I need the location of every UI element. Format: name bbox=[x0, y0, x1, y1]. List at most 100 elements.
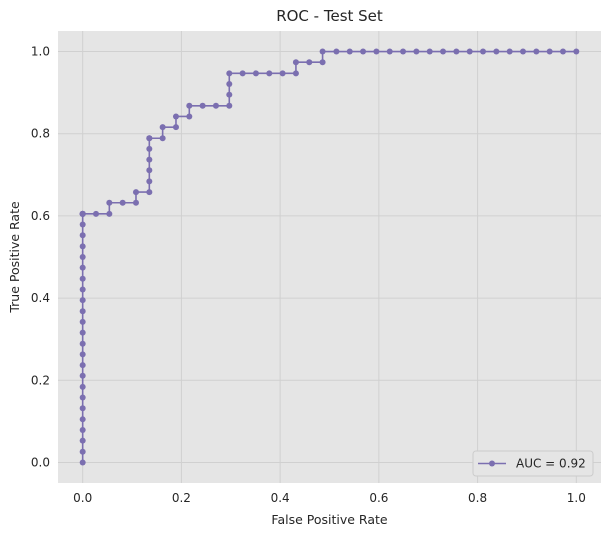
legend: AUC = 0.92 bbox=[472, 450, 594, 477]
roc-point bbox=[79, 243, 86, 250]
roc-point bbox=[146, 167, 153, 174]
roc-point bbox=[453, 48, 460, 55]
roc-point bbox=[79, 416, 86, 423]
y-tick-label: 0.2 bbox=[31, 373, 50, 387]
roc-point bbox=[106, 199, 113, 206]
roc-point bbox=[146, 145, 153, 152]
roc-point bbox=[226, 70, 233, 77]
y-tick-label: 0.6 bbox=[31, 209, 50, 223]
roc-point bbox=[79, 297, 86, 304]
roc-point bbox=[79, 394, 86, 401]
roc-point bbox=[373, 48, 380, 55]
roc-point bbox=[199, 102, 206, 109]
roc-point bbox=[79, 275, 86, 282]
roc-point bbox=[79, 286, 86, 293]
y-tick-labels: 0.0 0.2 0.4 0.6 0.8 1.0 bbox=[31, 45, 50, 470]
roc-point bbox=[132, 199, 139, 206]
x-tick-label: 1.0 bbox=[567, 491, 586, 505]
roc-point bbox=[79, 437, 86, 444]
roc-point bbox=[239, 70, 246, 77]
chart-title: ROC - Test Set bbox=[276, 7, 383, 25]
roc-point bbox=[226, 91, 233, 98]
x-tick-labels: 0.0 0.2 0.4 0.6 0.8 1.0 bbox=[73, 491, 586, 505]
roc-point bbox=[79, 264, 86, 271]
roc-point bbox=[119, 199, 126, 206]
roc-point bbox=[132, 189, 139, 196]
roc-point bbox=[506, 48, 513, 55]
roc-point bbox=[279, 70, 286, 77]
roc-point bbox=[480, 48, 487, 55]
roc-point bbox=[226, 102, 233, 109]
x-tick-label: 0.2 bbox=[172, 491, 191, 505]
roc-point bbox=[306, 59, 313, 66]
roc-point bbox=[79, 340, 86, 347]
roc-point bbox=[79, 318, 86, 325]
x-tick-label: 0.4 bbox=[271, 491, 290, 505]
roc-point bbox=[146, 189, 153, 196]
legend-marker bbox=[489, 460, 495, 467]
roc-point bbox=[172, 113, 179, 120]
roc-point bbox=[79, 383, 86, 390]
x-axis-label: False Positive Rate bbox=[271, 512, 387, 527]
x-tick-label: 0.8 bbox=[468, 491, 487, 505]
roc-point bbox=[172, 124, 179, 131]
plot-area bbox=[58, 31, 601, 483]
roc-point bbox=[159, 124, 166, 131]
roc-point bbox=[520, 48, 527, 55]
roc-point bbox=[146, 178, 153, 185]
roc-point bbox=[386, 48, 393, 55]
roc-point bbox=[426, 48, 433, 55]
roc-point bbox=[79, 254, 86, 260]
roc-point bbox=[319, 48, 326, 55]
roc-point bbox=[79, 405, 86, 412]
y-tick-label: 0.8 bbox=[31, 127, 50, 141]
roc-point bbox=[226, 81, 233, 88]
roc-point bbox=[79, 426, 86, 433]
roc-point bbox=[79, 372, 86, 379]
y-tick-label: 1.0 bbox=[31, 45, 50, 59]
roc-point bbox=[360, 48, 367, 55]
roc-point bbox=[79, 448, 86, 455]
roc-point bbox=[93, 210, 100, 217]
roc-point bbox=[333, 48, 340, 55]
roc-point bbox=[346, 48, 353, 55]
roc-point bbox=[559, 48, 566, 55]
roc-point bbox=[79, 308, 86, 315]
roc-point bbox=[79, 221, 86, 228]
roc-curve-points bbox=[79, 48, 580, 466]
y-tick-label: 0.4 bbox=[31, 291, 50, 305]
roc-curve-line bbox=[81, 50, 577, 463]
roc-point bbox=[146, 156, 153, 163]
roc-point bbox=[466, 48, 473, 55]
y-axis-label: True Positive Rate bbox=[7, 201, 22, 314]
roc-point bbox=[106, 210, 113, 217]
roc-point bbox=[79, 362, 86, 369]
roc-point bbox=[186, 113, 193, 120]
roc-point bbox=[440, 48, 447, 55]
roc-point bbox=[79, 329, 86, 336]
grid-lines bbox=[58, 31, 601, 483]
roc-point bbox=[546, 48, 553, 55]
roc-point bbox=[79, 232, 86, 239]
y-tick-label: 0.0 bbox=[31, 455, 50, 469]
legend-label: AUC = 0.92 bbox=[516, 457, 586, 471]
roc-point bbox=[573, 48, 580, 55]
roc-point bbox=[292, 59, 299, 66]
x-tick-label: 0.0 bbox=[73, 491, 92, 505]
roc-point bbox=[79, 351, 86, 358]
roc-point bbox=[413, 48, 420, 55]
roc-point bbox=[146, 135, 153, 142]
roc-point bbox=[212, 102, 219, 109]
roc-point bbox=[186, 102, 193, 109]
legend-box bbox=[472, 450, 594, 477]
roc-point bbox=[493, 48, 500, 55]
roc-point bbox=[319, 59, 326, 66]
roc-point bbox=[79, 459, 86, 466]
roc-point bbox=[252, 70, 259, 77]
roc-point bbox=[159, 135, 166, 142]
roc-point bbox=[400, 48, 407, 55]
roc-point bbox=[533, 48, 540, 55]
roc-point bbox=[266, 70, 273, 77]
roc-point bbox=[292, 70, 299, 77]
